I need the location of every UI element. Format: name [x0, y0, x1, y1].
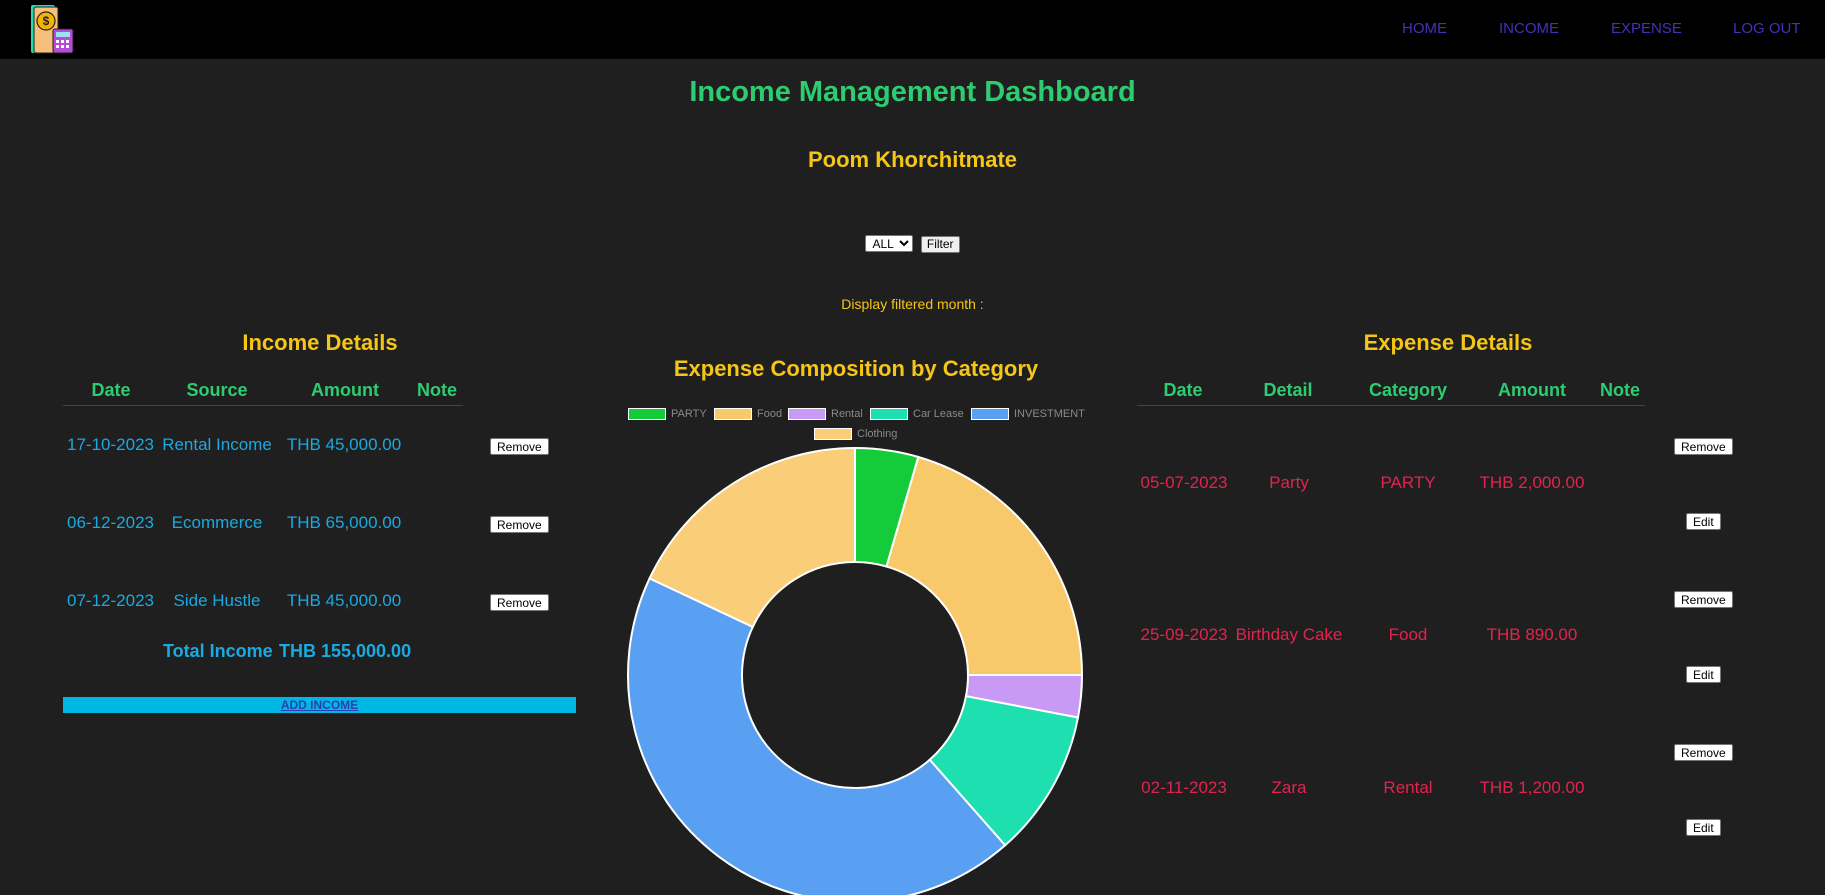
legend-item-clothing[interactable]: Clothing: [814, 428, 897, 440]
legend-item-car-lease[interactable]: Car Lease: [870, 408, 964, 420]
expense-amount: THB 890.00: [1486, 625, 1578, 644]
income-date: 07-12-2023: [67, 591, 154, 610]
legend-swatch: [628, 408, 666, 420]
legend-label: Rental: [831, 408, 863, 420]
income-amount: THB 65,000.00: [286, 513, 402, 532]
legend-item-rental[interactable]: Rental: [788, 408, 863, 420]
income-source: Ecommerce: [171, 513, 263, 532]
income-remove-button[interactable]: Remove: [490, 594, 549, 611]
income-header-note: Note: [417, 380, 457, 400]
income-date: 06-12-2023: [67, 513, 154, 532]
legend-swatch: [714, 408, 752, 420]
expense-date: 02-11-2023: [1141, 778, 1227, 797]
income-amount: THB 45,000.00: [286, 435, 402, 454]
income-header-date: Date: [91, 380, 131, 400]
filter-button[interactable]: Filter: [920, 235, 960, 253]
income-amount: THB 45,000.00: [286, 591, 402, 610]
income-header-amount: Amount: [311, 380, 379, 400]
income-remove-button[interactable]: Remove: [490, 438, 549, 455]
nav-income-link[interactable]: INCOME: [1499, 20, 1559, 37]
page-title: Income Management Dashboard: [689, 76, 1136, 108]
legend-label: Clothing: [857, 428, 898, 440]
legend-item-investment[interactable]: INVESTMENT: [971, 408, 1085, 420]
expense-header-category: Category: [1368, 380, 1448, 400]
legend-swatch: [788, 408, 826, 420]
expense-date: 05-07-2023: [1140, 473, 1228, 492]
income-source: Side Hustle: [173, 591, 261, 610]
chart-title: Expense Composition by Category: [673, 356, 1039, 381]
filter-row: ALL Filter: [0, 235, 1825, 253]
legend-swatch: [814, 428, 852, 440]
expense-donut-chart: [627, 446, 1084, 895]
income-header-source: Source: [186, 380, 248, 400]
expense-category: Food: [1388, 625, 1428, 644]
finance-logo-icon[interactable]: $: [28, 3, 78, 55]
expense-edit-button[interactable]: Edit: [1686, 513, 1721, 530]
expense-remove-button[interactable]: Remove: [1674, 744, 1733, 761]
legend-label: Car Lease: [913, 408, 964, 420]
expense-date: 25-09-2023: [1140, 625, 1228, 644]
filtered-month-label: Display filtered month :: [841, 296, 984, 312]
legend-label: PARTY: [671, 408, 707, 420]
expense-header-amount: Amount: [1498, 380, 1566, 400]
income-details-title: Income Details: [242, 330, 398, 355]
legend-item-food[interactable]: Food: [714, 408, 782, 420]
legend-item-party[interactable]: PARTY: [628, 408, 707, 420]
nav-expense-link[interactable]: EXPENSE: [1611, 20, 1682, 37]
expense-category: Rental: [1383, 778, 1433, 797]
total-income-label: Total Income: [163, 641, 273, 661]
donut-slice-investment[interactable]: [627, 577, 1007, 895]
expense-remove-button[interactable]: Remove: [1674, 591, 1733, 608]
expense-category: PARTY: [1380, 473, 1436, 492]
legend-label: INVESTMENT: [1014, 408, 1085, 420]
user-name: Poom Khorchitmate: [807, 147, 1018, 172]
add-income-button[interactable]: ADD INCOME: [63, 697, 576, 713]
total-income-value: THB 155,000.00: [279, 641, 412, 661]
nav-home-link[interactable]: HOME: [1402, 20, 1447, 37]
expense-detail: Party: [1269, 473, 1309, 492]
expense-header-divider: [1137, 405, 1645, 406]
svg-text:$: $: [43, 14, 50, 28]
nav-logout-link[interactable]: LOG OUT: [1733, 20, 1801, 37]
expense-amount: THB 2,000.00: [1479, 473, 1585, 492]
expense-edit-button[interactable]: Edit: [1686, 819, 1721, 836]
expense-edit-button[interactable]: Edit: [1686, 666, 1721, 683]
expense-header-note: Note: [1600, 380, 1640, 400]
month-filter-select[interactable]: ALL: [865, 235, 914, 252]
income-source: Rental Income: [162, 435, 272, 454]
expense-header-detail: Detail: [1263, 380, 1313, 400]
top-nav-bar: $ HOME INCOME EXPENSE LOG OUT: [0, 0, 1825, 59]
expense-remove-button[interactable]: Remove: [1674, 438, 1733, 455]
donut-slice-food[interactable]: [885, 455, 1084, 676]
legend-label: Food: [757, 408, 783, 420]
expense-details-title: Expense Details: [1363, 330, 1533, 355]
legend-swatch: [870, 408, 908, 420]
expense-amount: THB 1,200.00: [1479, 778, 1585, 797]
legend-swatch: [971, 408, 1009, 420]
expense-detail: Zara: [1271, 778, 1307, 797]
expense-header-date: Date: [1163, 380, 1203, 400]
donut-slice-clothing[interactable]: [648, 446, 856, 629]
expense-detail: Birthday Cake: [1235, 625, 1343, 644]
income-header-divider: [63, 405, 463, 406]
income-remove-button[interactable]: Remove: [490, 516, 549, 533]
income-date: 17-10-2023: [67, 435, 154, 454]
